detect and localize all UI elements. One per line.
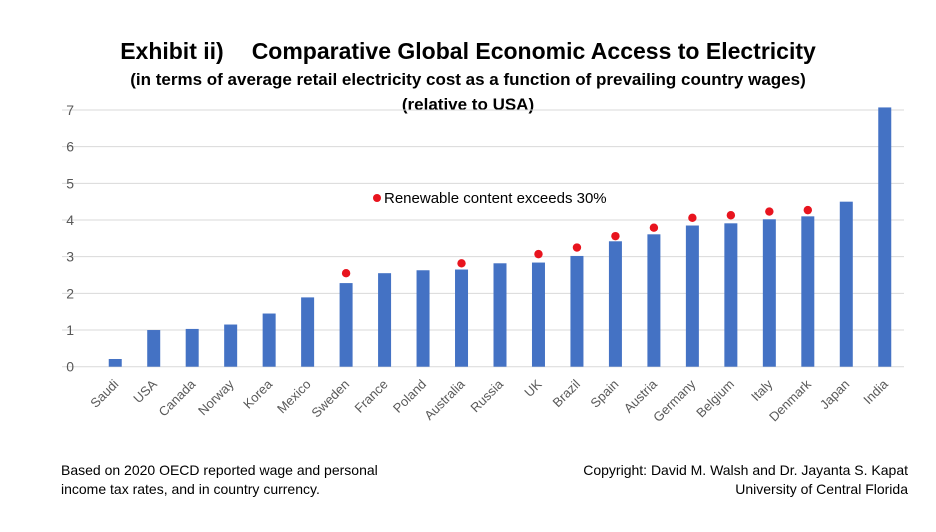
bar-austria bbox=[647, 234, 661, 367]
legend-label: Renewable content exceeds 30% bbox=[384, 190, 607, 207]
renewable-marker bbox=[341, 268, 351, 278]
x-tick-label: Australia bbox=[421, 376, 468, 423]
x-tick-label: Spain bbox=[587, 377, 621, 411]
x-tick-label: UK bbox=[521, 376, 545, 400]
x-tick-label: Korea bbox=[240, 376, 276, 412]
bar-brazil bbox=[570, 255, 584, 367]
renewable-marker bbox=[803, 205, 813, 215]
bar-poland bbox=[416, 270, 430, 367]
copyright-note: Copyright: David M. Walsh and Dr. Jayant… bbox=[583, 461, 908, 499]
bar-sweden bbox=[339, 283, 353, 367]
x-tick-label: Italy bbox=[748, 376, 776, 404]
source-note: Based on 2020 OECD reported wage and per… bbox=[61, 461, 378, 499]
bar-korea bbox=[262, 313, 276, 367]
x-tick-label: India bbox=[860, 376, 891, 407]
x-tick-label: USA bbox=[130, 376, 160, 406]
y-tick-label: 6 bbox=[66, 139, 74, 155]
y-tick-label: 3 bbox=[66, 249, 74, 265]
x-tick-label: Japan bbox=[817, 377, 853, 413]
x-tick-label: Saudi bbox=[87, 376, 121, 410]
x-tick-label: France bbox=[351, 377, 390, 416]
source-line: income tax rates, and in country currenc… bbox=[61, 481, 320, 497]
y-tick-label: 4 bbox=[66, 212, 74, 228]
x-tick-label: Germany bbox=[650, 376, 699, 425]
bar-mexico bbox=[301, 297, 315, 367]
y-tick-label: 0 bbox=[66, 359, 74, 375]
chart-title: Exhibit ii) Comparative Global Economic A… bbox=[0, 38, 936, 65]
bar-spain bbox=[608, 241, 622, 367]
bar-belgium bbox=[724, 223, 738, 367]
bar-canada bbox=[185, 328, 199, 367]
y-tick-label: 2 bbox=[66, 285, 74, 301]
legend-marker-icon bbox=[373, 194, 381, 202]
renewable-marker bbox=[765, 207, 774, 216]
bar-denmark bbox=[801, 216, 815, 367]
title-main: Comparative Global Economic Access to El… bbox=[251, 38, 816, 64]
chart-subtitle-2: (relative to USA) bbox=[401, 95, 535, 114]
x-tick-label: Sweden bbox=[308, 377, 352, 421]
copyright-line: University of Central Florida bbox=[735, 481, 908, 497]
renewable-marker bbox=[534, 249, 543, 259]
y-tick-label: 1 bbox=[66, 322, 74, 338]
renewable-marker bbox=[649, 223, 659, 232]
bar-norway bbox=[224, 324, 238, 367]
x-tick-label: Norway bbox=[195, 376, 237, 418]
bar-india bbox=[878, 107, 892, 367]
bar-japan bbox=[839, 201, 853, 367]
source-line: Based on 2020 OECD reported wage and per… bbox=[61, 462, 378, 478]
renewable-marker bbox=[726, 211, 736, 220]
x-tick-label: Denmark bbox=[766, 376, 814, 424]
copyright-line: Copyright: David M. Walsh and Dr. Jayant… bbox=[583, 462, 908, 478]
x-tick-label: Russia bbox=[467, 376, 506, 415]
renewable-marker bbox=[688, 213, 697, 223]
y-tick-label: 7 bbox=[66, 102, 74, 118]
renewable-marker bbox=[611, 231, 620, 241]
renewable-marker bbox=[572, 243, 582, 252]
exhibit-label: Exhibit ii) bbox=[120, 38, 224, 64]
bar-italy bbox=[762, 219, 776, 367]
bar-germany bbox=[685, 225, 699, 367]
x-tick-label: Belgium bbox=[693, 377, 737, 421]
bar-russia bbox=[493, 263, 507, 367]
x-tick-label: Canada bbox=[155, 376, 198, 419]
bar-uk bbox=[531, 262, 545, 367]
x-tick-label: Brazil bbox=[549, 376, 583, 410]
chart-subtitle: (in terms of average retail electricity … bbox=[130, 70, 806, 89]
bar-australia bbox=[455, 269, 469, 367]
renewable-marker bbox=[457, 259, 466, 268]
bar-saudi bbox=[108, 358, 122, 367]
bar-france bbox=[378, 273, 392, 367]
bar-usa bbox=[147, 330, 161, 367]
y-tick-label: 5 bbox=[66, 175, 74, 191]
